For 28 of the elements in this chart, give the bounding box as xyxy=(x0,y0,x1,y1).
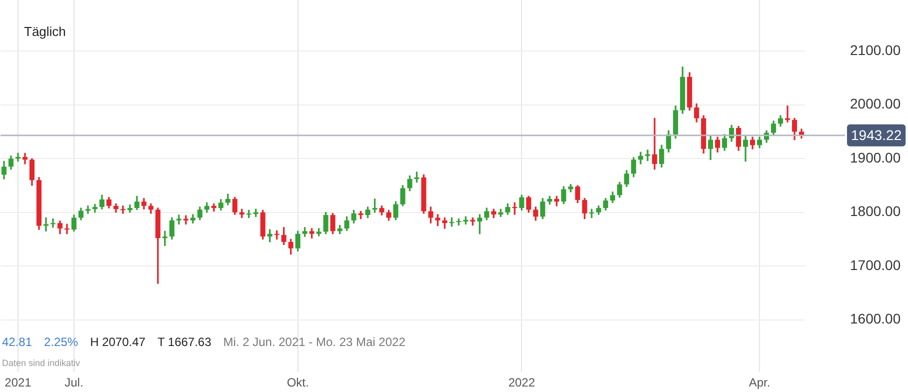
x-tick-label: 2022 xyxy=(508,376,536,390)
y-tick-label: 1900.00 xyxy=(850,149,901,166)
candlestick xyxy=(92,204,98,213)
candlestick xyxy=(64,224,70,234)
annotation: 42.81 xyxy=(2,335,32,349)
candlestick xyxy=(43,217,48,232)
ref-line-label: 1943.22 xyxy=(851,127,902,144)
x-tick-label: 2021 xyxy=(4,376,32,390)
x-tick-label: Apr. xyxy=(748,376,770,390)
y-tick-label: 2000.00 xyxy=(850,96,901,112)
x-tick-label: Okt. xyxy=(286,376,309,390)
annotation: H 2070.47 xyxy=(90,335,146,349)
x-tick-label: Jul. xyxy=(64,376,84,390)
annotation: Daten sind indikativ xyxy=(2,358,80,368)
annotation: 2.25% xyxy=(44,335,78,349)
candlestick xyxy=(15,152,21,162)
y-tick-label: 1700.00 xyxy=(850,256,901,273)
annotation: Mi. 2 Jun. 2021 - Mo. 23 Mai 2022 xyxy=(223,335,406,349)
text: Täglich xyxy=(24,24,66,39)
candlestick xyxy=(22,152,28,164)
candlestick xyxy=(50,218,56,228)
annotation: T 1667.63 xyxy=(157,335,212,349)
y-tick-label: 1800.00 xyxy=(850,203,901,220)
y-tick-label: 2100.00 xyxy=(850,42,901,58)
y-tick-label: 1600.00 xyxy=(850,310,901,327)
candlestick xyxy=(120,206,126,214)
candlestick xyxy=(784,106,790,122)
candlestick xyxy=(85,206,90,214)
